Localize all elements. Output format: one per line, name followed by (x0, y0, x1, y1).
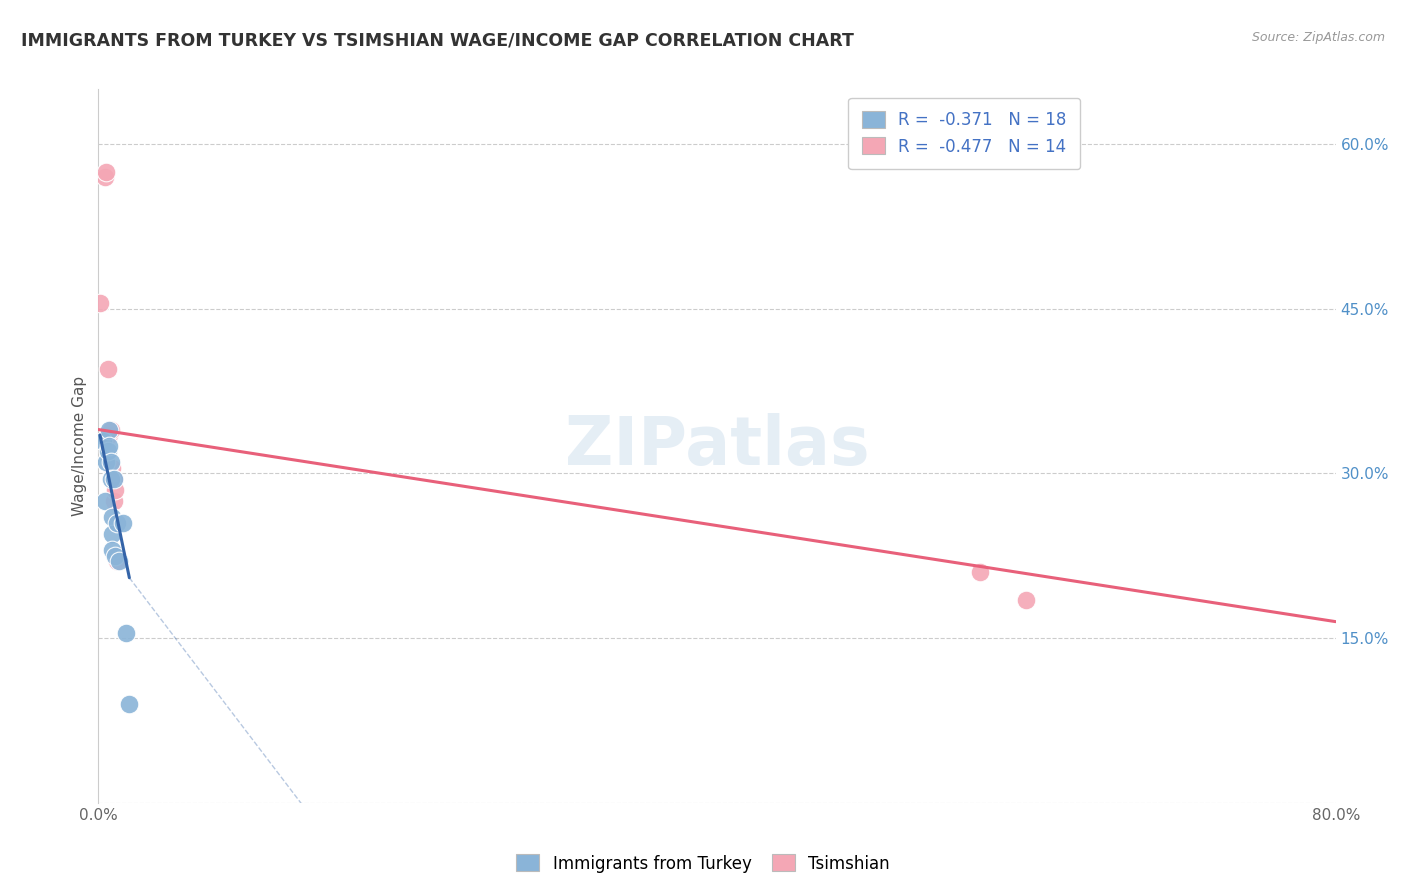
Legend: Immigrants from Turkey, Tsimshian: Immigrants from Turkey, Tsimshian (509, 847, 897, 880)
Point (89, 296, 111, 310)
Point (101, 510, 124, 524)
Point (91, 434, 114, 448)
Legend: R =  -0.371   N = 18, R =  -0.477   N = 14: R = -0.371 N = 18, R = -0.477 N = 14 (848, 97, 1080, 169)
Point (100, 455, 122, 469)
Point (101, 526, 124, 541)
Point (101, 461, 124, 475)
Point (1015, 592, 1038, 607)
Point (97, 362, 120, 376)
Point (118, 697, 141, 711)
Point (93, 169, 115, 184)
Text: ZIPatlas: ZIPatlas (565, 413, 869, 479)
Point (103, 494, 125, 508)
Point (101, 543, 124, 558)
Point (104, 549, 127, 563)
Point (105, 549, 128, 563)
Point (112, 516, 135, 530)
Point (969, 566, 991, 580)
Point (96, 455, 118, 469)
Point (97, 444, 120, 458)
Point (103, 472, 125, 486)
Point (107, 554, 129, 568)
Text: IMMIGRANTS FROM TURKEY VS TSIMSHIAN WAGE/INCOME GAP CORRELATION CHART: IMMIGRANTS FROM TURKEY VS TSIMSHIAN WAGE… (21, 31, 853, 49)
Point (115, 625, 138, 640)
Point (100, 423, 122, 437)
Point (105, 516, 128, 530)
Point (104, 483, 127, 497)
Text: Source: ZipAtlas.com: Source: ZipAtlas.com (1251, 31, 1385, 45)
Point (98, 423, 121, 437)
Y-axis label: Wage/Income Gap: Wage/Income Gap (72, 376, 87, 516)
Point (96, 164, 118, 178)
Point (100, 472, 122, 486)
Point (103, 472, 125, 486)
Point (98, 428, 121, 442)
Point (105, 554, 128, 568)
Point (98, 439, 121, 453)
Point (93, 494, 115, 508)
